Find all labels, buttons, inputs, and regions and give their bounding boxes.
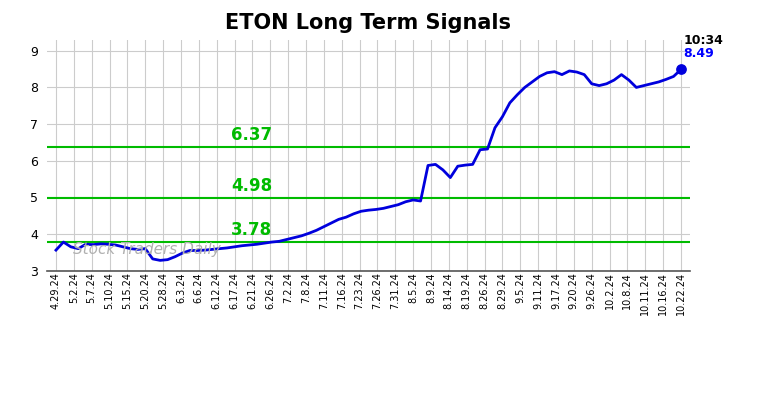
Point <box>675 66 688 73</box>
Text: Stock Traders Daily: Stock Traders Daily <box>73 242 220 257</box>
Text: 8.49: 8.49 <box>684 47 714 60</box>
Title: ETON Long Term Signals: ETON Long Term Signals <box>226 13 511 33</box>
Text: 6.37: 6.37 <box>231 126 272 144</box>
Text: 10:34: 10:34 <box>684 35 724 47</box>
Text: 3.78: 3.78 <box>231 221 272 239</box>
Text: 4.98: 4.98 <box>231 177 272 195</box>
